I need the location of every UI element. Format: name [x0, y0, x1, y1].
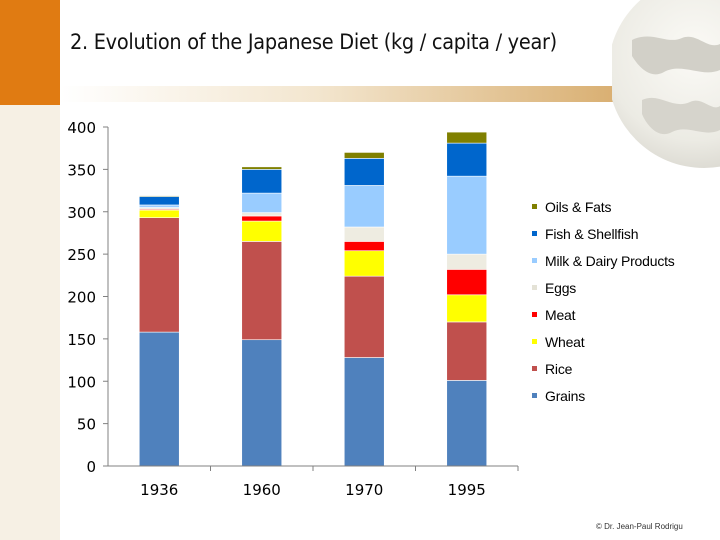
bar-segment-rice-1936 [138, 217, 180, 333]
bar-segment-eggs-1960 [241, 212, 283, 217]
y-tick-label: 350 [67, 161, 96, 179]
legend-label: Eggs [545, 279, 577, 296]
legend-item: Milk & Dairy Products [532, 247, 675, 274]
legend-swatch [532, 285, 537, 290]
x-category-label: 1960 [243, 481, 281, 499]
bar-segment-oils-fats-1995 [446, 131, 488, 144]
legend-item: Oils & Fats [532, 193, 675, 220]
bar-segment-milk-dairy-products-1960 [241, 192, 283, 213]
bar-segment-grains-1960 [241, 339, 283, 467]
bar-segment-meat-1960 [241, 215, 283, 222]
bar-segment-rice-1970 [343, 275, 385, 358]
y-tick-label: 250 [67, 246, 96, 264]
legend-swatch [532, 231, 537, 236]
bar-segment-wheat-1970 [343, 250, 385, 277]
legend-swatch [532, 339, 537, 344]
legend-label: Fish & Shellfish [545, 225, 639, 242]
bar-segment-eggs-1995 [446, 253, 488, 270]
legend-label: Milk & Dairy Products [545, 252, 675, 269]
y-tick-label: 100 [67, 373, 96, 391]
bar-segment-oils-fats-1936 [138, 195, 180, 197]
legend-swatch [532, 312, 537, 317]
legend-item: Eggs [532, 274, 675, 301]
bar-segment-rice-1995 [446, 321, 488, 381]
x-category-label: 1995 [448, 481, 486, 499]
x-category-label: 1936 [140, 481, 178, 499]
bar-segment-wheat-1960 [241, 220, 283, 242]
y-tick-label: 400 [67, 119, 96, 137]
legend-label: Meat [545, 306, 576, 323]
bar-segment-wheat-1995 [446, 294, 488, 323]
bar-segment-oils-fats-1970 [343, 152, 385, 159]
legend-swatch [532, 258, 537, 263]
bar-segment-fish-shellfish-1995 [446, 142, 488, 177]
bar-segment-milk-dairy-products-1995 [446, 175, 488, 255]
globe-decoration-image [612, 0, 720, 170]
legend-item: Rice [532, 355, 675, 382]
legend-swatch [532, 393, 537, 398]
legend-item: Meat [532, 301, 675, 328]
orange-accent-block [0, 0, 60, 105]
chart-legend: Oils & Fats Fish & Shellfish Milk & Dairy … [532, 193, 675, 409]
legend-item: Grains [532, 382, 675, 409]
slide-title: 2. Evolution of the Japanese Diet (kg / … [70, 30, 557, 54]
legend-item: Fish & Shellfish [532, 220, 675, 247]
legend-swatch [532, 366, 537, 371]
bar-segment-meat-1970 [343, 241, 385, 252]
copyright-credit: © Dr. Jean-Paul Rodrigu [596, 522, 683, 531]
bar-segment-fish-shellfish-1936 [138, 196, 180, 206]
legend-label: Grains [545, 387, 586, 404]
legend-label: Rice [545, 360, 573, 377]
x-category-label: 1970 [345, 481, 383, 499]
y-tick-label: 300 [67, 204, 96, 222]
bar-segment-grains-1995 [446, 380, 488, 467]
bar-segment-wheat-1936 [138, 209, 180, 218]
y-tick-label: 150 [67, 331, 96, 349]
legend-label: Oils & Fats [545, 198, 612, 215]
bar-segment-oils-fats-1960 [241, 166, 283, 170]
bar-segment-rice-1960 [241, 241, 283, 341]
legend-item: Wheat [532, 328, 675, 355]
bar-segment-milk-dairy-products-1936 [138, 204, 180, 208]
y-tick-label: 0 [86, 458, 96, 476]
bar-segment-milk-dairy-products-1970 [343, 185, 385, 228]
bar-segment-eggs-1970 [343, 226, 385, 242]
legend-label: Wheat [545, 333, 585, 350]
bar-segment-fish-shellfish-1970 [343, 158, 385, 186]
legend-swatch [532, 204, 537, 209]
bar-segment-fish-shellfish-1960 [241, 169, 283, 194]
bar-segment-grains-1970 [343, 357, 385, 467]
title-underline-gradient [60, 86, 628, 102]
y-tick-label: 50 [77, 416, 96, 434]
bar-segment-meat-1995 [446, 269, 488, 296]
bar-segment-grains-1936 [138, 331, 180, 467]
y-tick-label: 200 [67, 289, 96, 307]
